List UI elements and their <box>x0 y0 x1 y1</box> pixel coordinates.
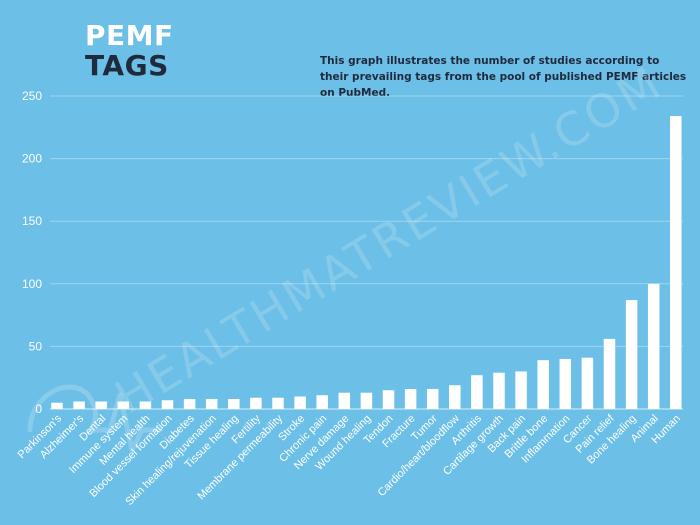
bar-brittle-bone <box>537 360 549 409</box>
bar-animal <box>647 283 660 409</box>
bar-blood-vessel-formation <box>161 400 174 409</box>
y-tick-label: 250 <box>22 89 42 103</box>
bar-membrane-permeability <box>272 397 284 409</box>
y-tick-label: 150 <box>22 214 42 228</box>
watermark-logo-icon <box>27 384 163 453</box>
bars <box>51 116 682 409</box>
bar-wound-healing <box>360 392 373 409</box>
bar-human <box>670 116 682 409</box>
bar-dental <box>95 401 107 409</box>
watermark: HEALTHMATREVIEW.COM <box>27 55 672 453</box>
bar-cartilage-growth <box>493 372 505 409</box>
chart-caption: This graph illustrates the number of stu… <box>320 55 687 99</box>
bar-tendon <box>382 390 395 409</box>
y-tick-label: 100 <box>22 277 42 291</box>
title-pemf: PEMF <box>85 19 174 52</box>
bar-alzheimer-s <box>73 401 85 409</box>
bar-parkinson-s <box>51 402 63 409</box>
y-axis-ticks: 0 50 100 150 200 250 <box>22 89 42 416</box>
bar-pain-relief <box>603 338 616 409</box>
title-tags: TAGS <box>85 49 169 82</box>
y-tick-label: 50 <box>29 339 43 353</box>
bar-tissue-healing <box>228 398 240 409</box>
bar-back-pain <box>515 371 527 409</box>
bar-stroke <box>294 396 306 409</box>
bar-immune-system <box>117 401 130 409</box>
bar-arthritis <box>471 375 483 409</box>
bar-fracture <box>404 388 417 409</box>
y-tick-label: 200 <box>22 152 42 166</box>
bar-nerve-damage <box>338 392 351 409</box>
bar-cancer <box>581 357 594 409</box>
bar-cardio-heart-bloodflow <box>449 385 461 409</box>
bar-bone-healing <box>625 300 638 409</box>
bar-diabetes <box>183 398 196 409</box>
bar-chronic-pain <box>316 395 328 409</box>
bar-tumor <box>426 388 439 409</box>
y-tick-label: 0 <box>35 402 42 416</box>
bar-skin-healing-rejuvenation <box>205 398 218 409</box>
bar-mental-health <box>139 401 152 409</box>
bar-fertility <box>250 397 262 409</box>
bar-inflammation <box>559 358 572 409</box>
